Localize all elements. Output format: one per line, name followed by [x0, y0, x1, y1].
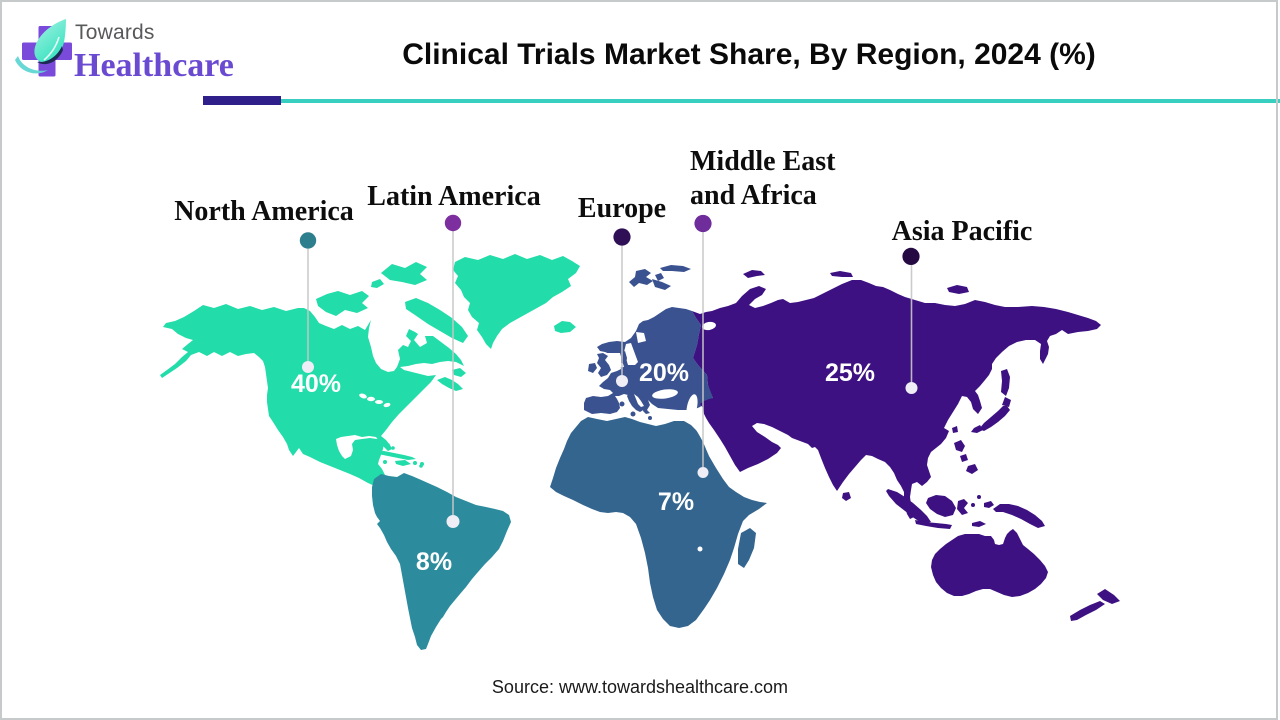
svg-text:40%: 40% [291, 370, 341, 398]
svg-text:North America: North America [174, 196, 354, 227]
svg-text:Middle East: Middle East [690, 146, 836, 177]
svg-text:25%: 25% [825, 359, 875, 387]
svg-text:Source: www.towardshealthcare.: Source: www.towardshealthcare.com [492, 677, 788, 697]
svg-text:Asia Pacific: Asia Pacific [892, 216, 1033, 247]
svg-text:20%: 20% [639, 359, 689, 387]
svg-text:8%: 8% [416, 548, 452, 576]
svg-text:and Africa: and Africa [690, 180, 817, 211]
svg-text:Europe: Europe [578, 193, 666, 224]
svg-text:Clinical Trials Market Share,: Clinical Trials Market Share, By Region,… [402, 38, 1096, 71]
svg-text:Latin America: Latin America [367, 181, 540, 212]
svg-text:7%: 7% [658, 488, 694, 516]
